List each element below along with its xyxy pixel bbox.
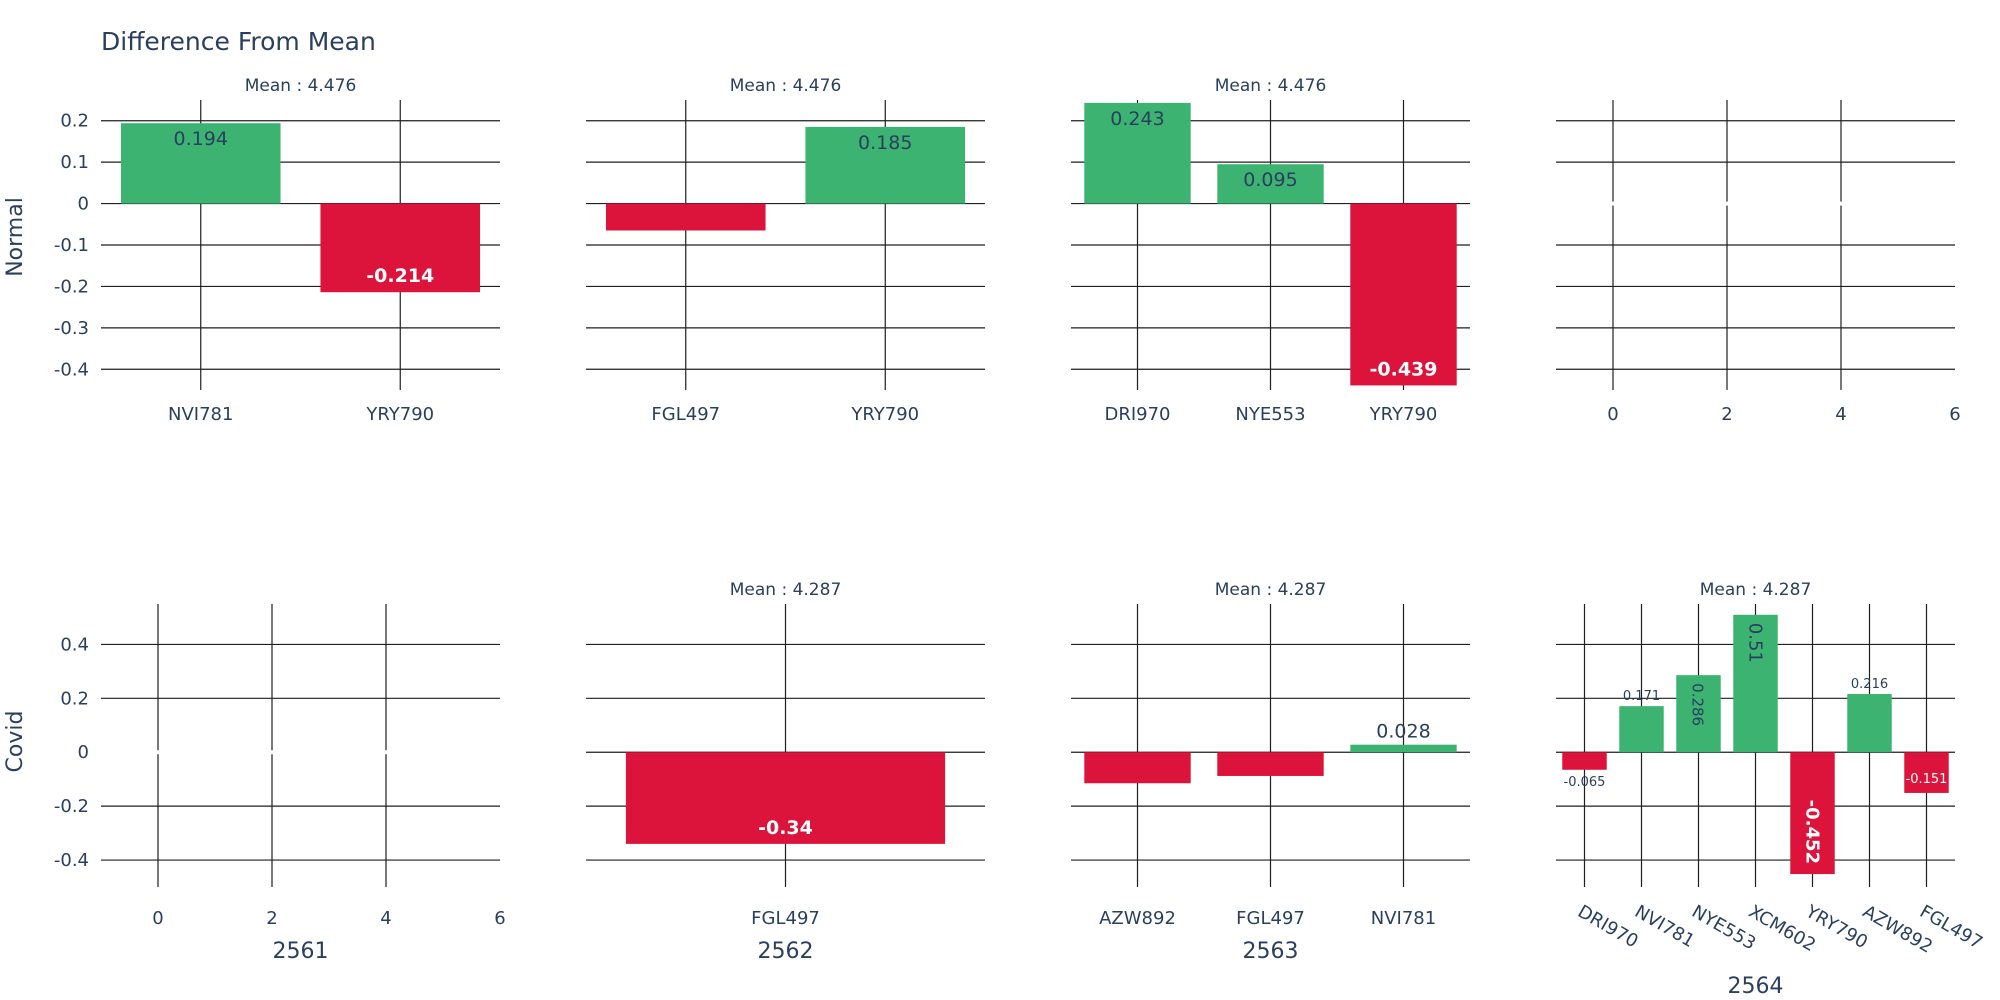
value-label-fgl497: -0.151 [1906, 772, 1948, 787]
panel-normal-2563: 0.243 0.095 -0.439 DRI970 NYE553 YRY790 Mean :… [1071, 76, 1470, 425]
bar-dri970 [1562, 752, 1607, 770]
panel-normal-2561: 0.2 0.1 0 -0.1 -0.2 -0.3 -0.4 0.194 -0.214 NVI781… [54, 76, 500, 425]
bar-fgl497 [1217, 752, 1324, 776]
column-title-2562: 2562 [758, 939, 814, 964]
x-tick-label-yry790: YRY790 [1369, 404, 1438, 425]
x-tick-label-yry790: YRY790 [365, 404, 434, 425]
figure-title: Difference From Mean [101, 27, 376, 56]
x-tick-label-nvi781: NVI781 [168, 404, 233, 425]
value-label-nvi781: 0.171 [1623, 689, 1660, 704]
value-label-xcm602: 0.51 [1745, 623, 1766, 663]
y-tick-label: 0.1 [60, 152, 89, 173]
y-tick-label: -0.4 [54, 850, 89, 871]
x-tick-label-nvi781: NVI781 [1631, 901, 1698, 952]
bar-nvi781 [1619, 706, 1664, 753]
panel-normal-2564: 0 2 4 6 [1556, 100, 1961, 425]
panel-normal-2562: -0.065 0.185 FGL497 YRY790 Mean : 4.476 [586, 0, 985, 425]
bar-nye553 [1676, 675, 1721, 753]
bar-nye553 [1217, 164, 1324, 204]
x-tick-label: 2 [266, 908, 277, 929]
bar-yry790 [1790, 752, 1835, 875]
panel-covid-2562: -0.34 FGL497 Mean : 4.287 2562 [586, 580, 985, 964]
y-tick-label: -0.2 [54, 796, 89, 817]
bar-dri970 [1084, 102, 1191, 204]
value-label-fgl497: -0.065 [652, 0, 720, 5]
bar-fgl497 [625, 752, 946, 844]
mean-annotation: Mean : 4.287 [1215, 580, 1327, 600]
mean-annotation: Mean : 4.287 [730, 580, 842, 600]
value-label-dri970: 0.243 [1110, 108, 1164, 130]
x-tick-label: 2 [1721, 404, 1732, 425]
x-tick-label-fgl497: FGL497 [651, 404, 720, 425]
value-label-azw892: -0.115 [1104, 0, 1172, 5]
mean-annotation: Mean : 4.476 [730, 76, 842, 96]
value-label-nvi781: 0.194 [174, 128, 228, 150]
x-tick-label: 6 [494, 908, 505, 929]
subplot-grid: 0.2 0.1 0 -0.1 -0.2 -0.3 -0.4 0.194 -0.214 NVI781… [3, 0, 1986, 999]
bar-yry790 [320, 203, 481, 293]
x-tick-label-dri970: DRI970 [1104, 404, 1170, 425]
x-tick-label-nye553: NYE553 [1235, 404, 1305, 425]
row-title-covid: Covid [3, 711, 28, 773]
y-tick-label: 0 [78, 194, 89, 215]
x-tick-label: 4 [1835, 404, 1846, 425]
bar-yry790 [1350, 203, 1457, 386]
panel-covid-2563: -0.115 -0.088 0.028 AZW892 FGL497 NVI781 Mean … [1071, 0, 1470, 964]
y-tick-label: -0.3 [54, 318, 89, 339]
x-tick-label-fgl497: FGL497 [751, 908, 820, 929]
value-label-yry790: -0.439 [1370, 358, 1438, 380]
y-tick-label: 0.2 [60, 111, 89, 132]
column-title-2564: 2564 [1728, 974, 1784, 999]
x-tick-label: 6 [1949, 404, 1960, 425]
x-tick-label: 4 [380, 908, 391, 929]
zero-line-gap [101, 750, 500, 755]
y-tick-label: 0.2 [60, 688, 89, 709]
value-label-yry790: -0.214 [366, 265, 434, 287]
mean-annotation: Mean : 4.476 [1215, 76, 1327, 96]
value-label-fgl497: -0.088 [1237, 0, 1305, 5]
y-tick-label: 0 [78, 742, 89, 763]
x-tick-label-yry790: YRY790 [850, 404, 919, 425]
bar-yry790 [805, 126, 966, 204]
bar-nvi781 [120, 123, 281, 204]
bar-fgl497 [1904, 752, 1949, 793]
row-title-normal: Normal [3, 197, 28, 277]
x-tick-label: 0 [152, 908, 163, 929]
value-label-azw892: 0.216 [1851, 677, 1888, 692]
value-label-nvi781: 0.028 [1376, 721, 1430, 743]
mean-annotation: Mean : 4.476 [245, 76, 357, 96]
x-tick-label-nye553: NYE553 [1688, 901, 1759, 954]
value-label-nye553: 0.286 [1689, 683, 1707, 726]
bar-fgl497 [605, 203, 766, 231]
value-label-dri970: -0.065 [1564, 775, 1606, 790]
value-label-fgl497: -0.34 [758, 817, 813, 839]
value-label-yry790: 0.185 [858, 132, 912, 154]
bar-azw892 [1847, 694, 1892, 753]
y-tick-label: -0.1 [54, 235, 89, 256]
y-tick-label: 0.4 [60, 634, 89, 655]
y-tick-label: -0.2 [54, 276, 89, 297]
x-tick-label-dri970: DRI970 [1574, 901, 1642, 952]
bar-xcm602 [1733, 614, 1778, 753]
x-tick-label-azw892: AZW892 [1099, 908, 1176, 929]
zero-line-gap [1556, 201, 1955, 206]
x-tick-label-nvi781: NVI781 [1371, 908, 1436, 929]
column-title-2561: 2561 [273, 939, 329, 964]
bar-nvi781 [1350, 744, 1457, 753]
mean-annotation: Mean : 4.287 [1700, 580, 1812, 600]
panel-covid-2561: 0.4 0.2 0 -0.2 -0.4 0 2 4 6 2561 [54, 604, 506, 964]
bar-azw892 [1084, 752, 1191, 784]
column-title-2563: 2563 [1243, 939, 1299, 964]
value-label-nye553: 0.095 [1243, 169, 1297, 191]
x-tick-label: 0 [1607, 404, 1618, 425]
x-tick-label-fgl497: FGL497 [1236, 908, 1305, 929]
value-label-yry790: -0.452 [1802, 800, 1823, 864]
y-tick-label: -0.4 [54, 359, 89, 380]
panel-covid-2564: -0.065 0.171 0.286 0.51 -0.452 0.216 -0.151 DRI… [1556, 580, 1986, 999]
